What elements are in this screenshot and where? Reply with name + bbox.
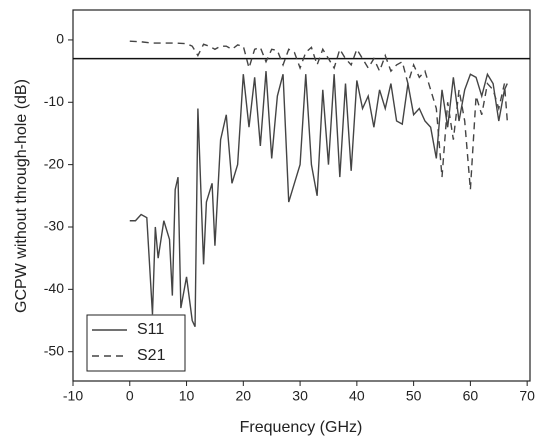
x-tick-label: 50 xyxy=(406,388,422,404)
legend-label: S21 xyxy=(137,347,166,364)
x-tick-label: 0 xyxy=(126,388,134,404)
plot-frame xyxy=(72,9,531,382)
y-tick-label: 0 xyxy=(56,31,64,47)
series-line xyxy=(129,40,508,190)
y-tick-label: -10 xyxy=(44,93,64,109)
x-axis-title: Frequency (GHz) xyxy=(240,419,363,436)
y-tick-label: -20 xyxy=(44,155,64,171)
x-tick-label: -10 xyxy=(63,388,83,404)
x-tick-label: 70 xyxy=(519,388,535,404)
legend-box xyxy=(86,314,186,372)
y-tick-label: -30 xyxy=(44,218,64,234)
x-tick-label: 10 xyxy=(179,388,195,404)
x-tick-label: 30 xyxy=(292,388,308,404)
legend-label: S11 xyxy=(137,321,164,338)
x-tick-label: 60 xyxy=(463,388,479,404)
x-tick-label: 20 xyxy=(236,388,252,404)
y-tick-label: -40 xyxy=(44,280,64,296)
series-line xyxy=(129,71,508,328)
y-tick-label: -50 xyxy=(44,342,64,358)
x-tick-label: 40 xyxy=(349,388,365,404)
y-axis-title: GCPW without through-hole (dB) xyxy=(13,79,30,313)
